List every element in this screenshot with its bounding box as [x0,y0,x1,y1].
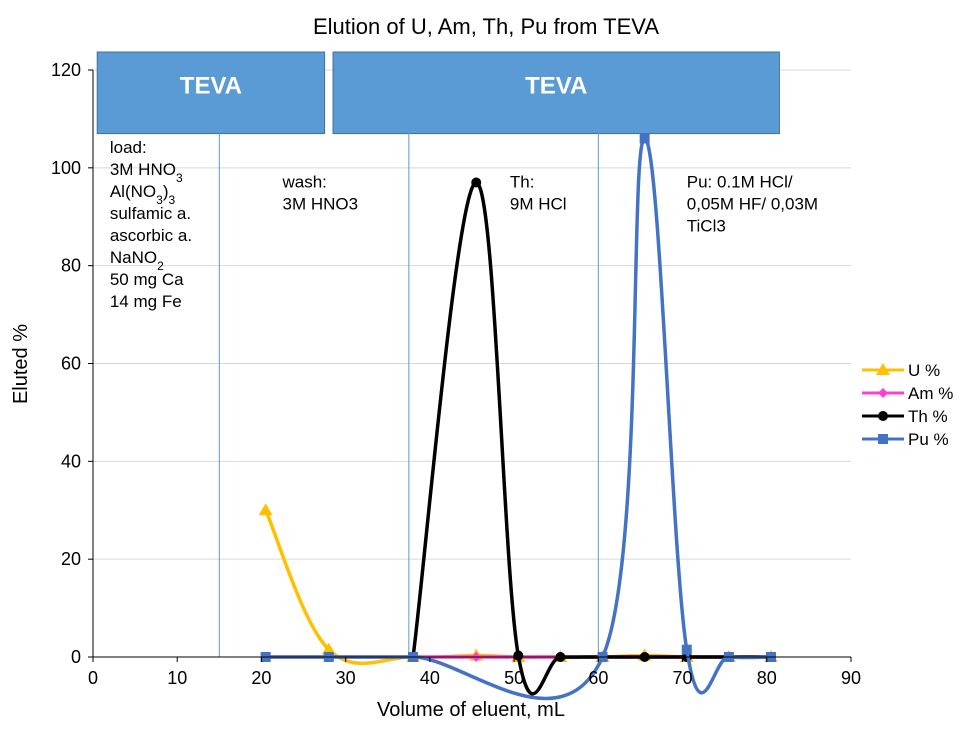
axes: 0 10 20 30 40 50 60 70 80 90 0 20 40 60 80 100 120 [51,60,861,688]
annotation-text: 3M HNO [110,160,176,179]
annotation-text: load: [110,138,147,157]
x-tick-label-90: 90 [841,668,861,688]
column-label-box-2 [332,51,780,135]
legend: U % Am % Th % Pu % [862,361,953,449]
data-point-u [321,642,336,655]
annotation-text: TiCl3 [687,216,726,235]
x-tick-label-60: 60 [588,668,608,688]
annotation-text: ascorbic a. [110,226,192,245]
x-tick-label-30: 30 [336,668,356,688]
y-tick-label-0: 0 [71,647,81,667]
column-label-box-1 [96,51,326,135]
x-tick-label-0: 0 [88,668,98,688]
annotation-text: 2 [157,259,164,273]
annotation-2: wash: 3M HNO3 [282,172,359,213]
x-tick-label-50: 50 [504,668,524,688]
data-point-pu [639,133,650,144]
data-point-u [258,503,273,516]
legend-item-th: Th % [862,407,948,426]
annotation-text: Th: [510,172,535,191]
x-tick-label-70: 70 [673,668,693,688]
annotation-1: load: 3M HNO3 Al(NO3)3 sulfamic a. ascorbic … [110,138,192,311]
annotation-text: Al(NO [110,182,156,201]
x-tick-label-20: 20 [251,668,271,688]
phase-dividers [218,118,599,657]
annotation-text: 3M HNO3 [283,194,359,213]
annotation-text: 9M HCl [510,194,567,213]
y-tick-label-80: 80 [61,256,81,276]
legend-swatch-marker [878,411,888,421]
y-tick-label-20: 20 [61,549,81,569]
annotation-text: NaNO [110,248,157,267]
legend-swatch-marker [878,434,888,444]
annotation-text: Pu: 0.1M HCl/ [687,172,793,191]
legend-label-am: Am % [908,384,953,403]
series-line-u [264,509,771,666]
annotation-text: 50 mg Ca [110,270,184,289]
annotation-text: 3 [156,193,163,207]
column-label-2: TEVA [525,72,587,99]
data-point-th [513,650,524,661]
x-tick-label-80: 80 [757,668,777,688]
legend-label-th: Th % [908,407,948,426]
annotation-text: wash: [282,172,327,191]
annotation-text: 3 [176,171,183,185]
column-labels: TEVA TEVA [96,51,780,135]
x-axis-label: Volume of eluent, mL [377,699,565,721]
data-point-th [471,177,482,188]
legend-item-am: Am % [862,384,953,403]
x-tick-label-10: 10 [167,668,187,688]
series-u [258,503,778,666]
legend-label-pu: Pu % [908,430,949,449]
column-label-1: TEVA [180,72,242,99]
y-tick-label-120: 120 [51,60,81,80]
series-line-th [411,180,771,696]
annotation-text: sulfamic a. [110,204,191,223]
x-tick-label-40: 40 [420,668,440,688]
annotation-text: ) [163,182,169,201]
annotation-text: 0,05M HF/ 0,03M [687,194,818,213]
chart-title: Elution of U, Am, Th, Pu from TEVA [313,14,659,39]
legend-label-u: U % [908,361,940,380]
annotation-3: Th: 9M HCl [510,172,567,213]
annotation-4: Pu: 0.1M HCl/0,05M HF/ 0,03M TiCl3 [687,172,818,235]
data-point-pu [681,644,692,655]
legend-swatch-marker [878,388,888,398]
y-tick-label-40: 40 [61,451,81,471]
series-th [408,177,776,696]
annotation-text: 3 [168,193,175,207]
gridlines [93,69,851,560]
y-tick-label-60: 60 [61,354,81,374]
annotations: load: 3M HNO3 Al(NO3)3 sulfamic a. ascorbic … [110,138,818,311]
legend-item-pu: Pu % [862,430,949,449]
y-axis-label: Eluted % [10,324,32,404]
y-tick-label-100: 100 [51,158,81,178]
annotation-text: 14 mg Fe [110,292,182,311]
legend-item-u: U % [862,361,940,380]
legend-swatch-marker [876,363,890,375]
